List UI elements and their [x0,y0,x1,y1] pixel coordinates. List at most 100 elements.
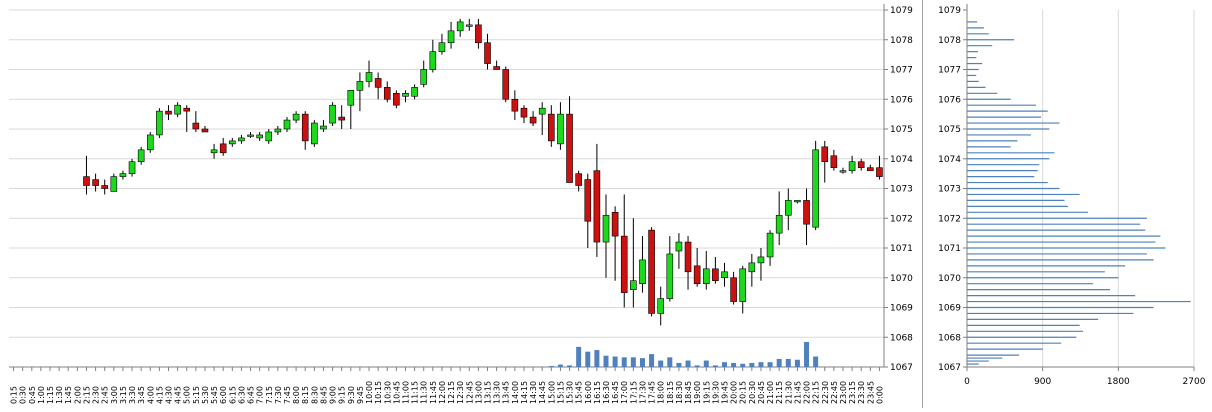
y-tick-label: 1078 [938,36,961,46]
volume-bar [694,365,700,367]
candle-body [484,42,491,64]
x-tick-label: 2700 [1183,377,1206,387]
volume-bar [557,364,563,367]
candle-body [766,232,774,258]
x-tick-label: 11:30 [420,381,429,404]
candle-body [702,268,710,285]
candle-body [784,200,792,216]
x-tick-label: 1:00 [37,386,46,404]
candle-body [639,259,646,284]
candle-body [757,256,765,264]
x-tick-label: 22:00 [803,381,812,404]
volume-bar [785,358,791,367]
candle-body [128,161,136,174]
volume-bar [712,365,718,367]
volume-bar [603,355,609,367]
x-tick-label: 14:00 [511,381,520,404]
candle-body [456,21,464,32]
x-tick-label: 13:00 [474,381,483,404]
candle-body [602,214,610,243]
volume-bar [721,362,727,367]
candle-body [712,268,719,282]
x-tick-label: 13:30 [493,381,502,404]
candle-body [165,110,172,115]
x-tick-label: 9:30 [347,386,356,404]
x-tick-label: 23:15 [848,381,857,404]
candle-body [867,167,874,171]
x-tick-label: 4:30 [165,386,174,404]
x-tick-label: 17:45 [648,381,657,404]
x-tick-label: 17:15 [629,381,638,404]
candle-body [238,137,245,142]
y-tick-label: 1067 [890,363,913,373]
x-tick-label: 11:15 [411,381,420,404]
x-tick-label: 1:45 [64,386,73,404]
y-tick-label: 1076 [938,95,961,105]
candle-body [301,113,309,142]
candle-body [101,185,109,189]
x-tick-label: 14:15 [520,381,529,404]
x-tick-label: 20:30 [748,381,757,404]
candle-body [229,140,236,145]
y-tick-label: 1071 [938,244,961,254]
candle-body [593,170,601,243]
candle-body [730,277,737,302]
volume-bar [676,362,682,367]
x-tick-label: 14:45 [538,381,547,404]
price-chart-panel: 1067 1068 1069 1070 1071 1072 1073 1074 1075 1076… [9,0,923,408]
x-tick-label: 19:30 [711,381,720,404]
candle-body [693,265,701,285]
x-tick-label: 15:00 [547,381,556,404]
candle-body [274,128,282,133]
x-tick-label: 19:45 [720,381,729,404]
candle-body [803,200,810,225]
candle-body [183,107,191,112]
candle-body [83,176,90,186]
x-tick-label: 23:00 [839,381,848,404]
x-tick-label: 20:45 [757,381,766,404]
candle-body [156,110,163,136]
candle-body [383,87,391,100]
x-tick-label: 15:45 [575,381,584,404]
x-tick-label: 14:30 [529,381,538,404]
candle-body [338,116,345,121]
x-tick-label: 16:15 [593,381,602,404]
candle-body [320,125,327,130]
candle-body [201,128,209,133]
candle-body [739,268,747,302]
y-tick-label: 1069 [890,304,913,314]
candle-body [721,271,728,279]
candle-body [465,24,473,27]
x-tick-label: 5:30 [201,386,210,404]
candle-body [684,241,692,273]
x-tick-label: 12:15 [447,381,456,404]
candle-body [648,229,655,314]
candle-body [247,134,254,137]
y-tick-label: 1070 [938,274,961,284]
candle-body [557,113,564,145]
candle-body [219,143,227,154]
y-tick-label: 1072 [890,214,913,224]
x-tick-label: 6:15 [228,386,237,404]
x-tick-label: 2:30 [92,386,101,404]
y-tick-label: 1076 [890,95,913,105]
volume-bar [612,356,618,367]
x-tick-label: 5:45 [210,386,219,404]
candle-body [584,179,592,222]
y-tick-label: 1068 [890,333,913,343]
y-tick-label: 1073 [890,185,913,195]
x-tick-label: 16:45 [611,381,620,404]
candle-body [393,93,400,106]
y-tick-label: 1077 [890,66,913,76]
volume-bar [649,354,655,367]
x-tick-label: 18:00 [657,381,666,404]
candle-body [630,280,637,290]
candle-body [420,69,428,85]
x-tick-label: 23:45 [866,381,875,404]
candle-body [821,146,829,163]
x-tick-label: 6:45 [247,386,256,404]
x-tick-label: 9:15 [338,386,347,404]
x-tick-label: 18:30 [675,381,684,404]
volume-bar [567,365,573,367]
candle-body [666,253,674,299]
